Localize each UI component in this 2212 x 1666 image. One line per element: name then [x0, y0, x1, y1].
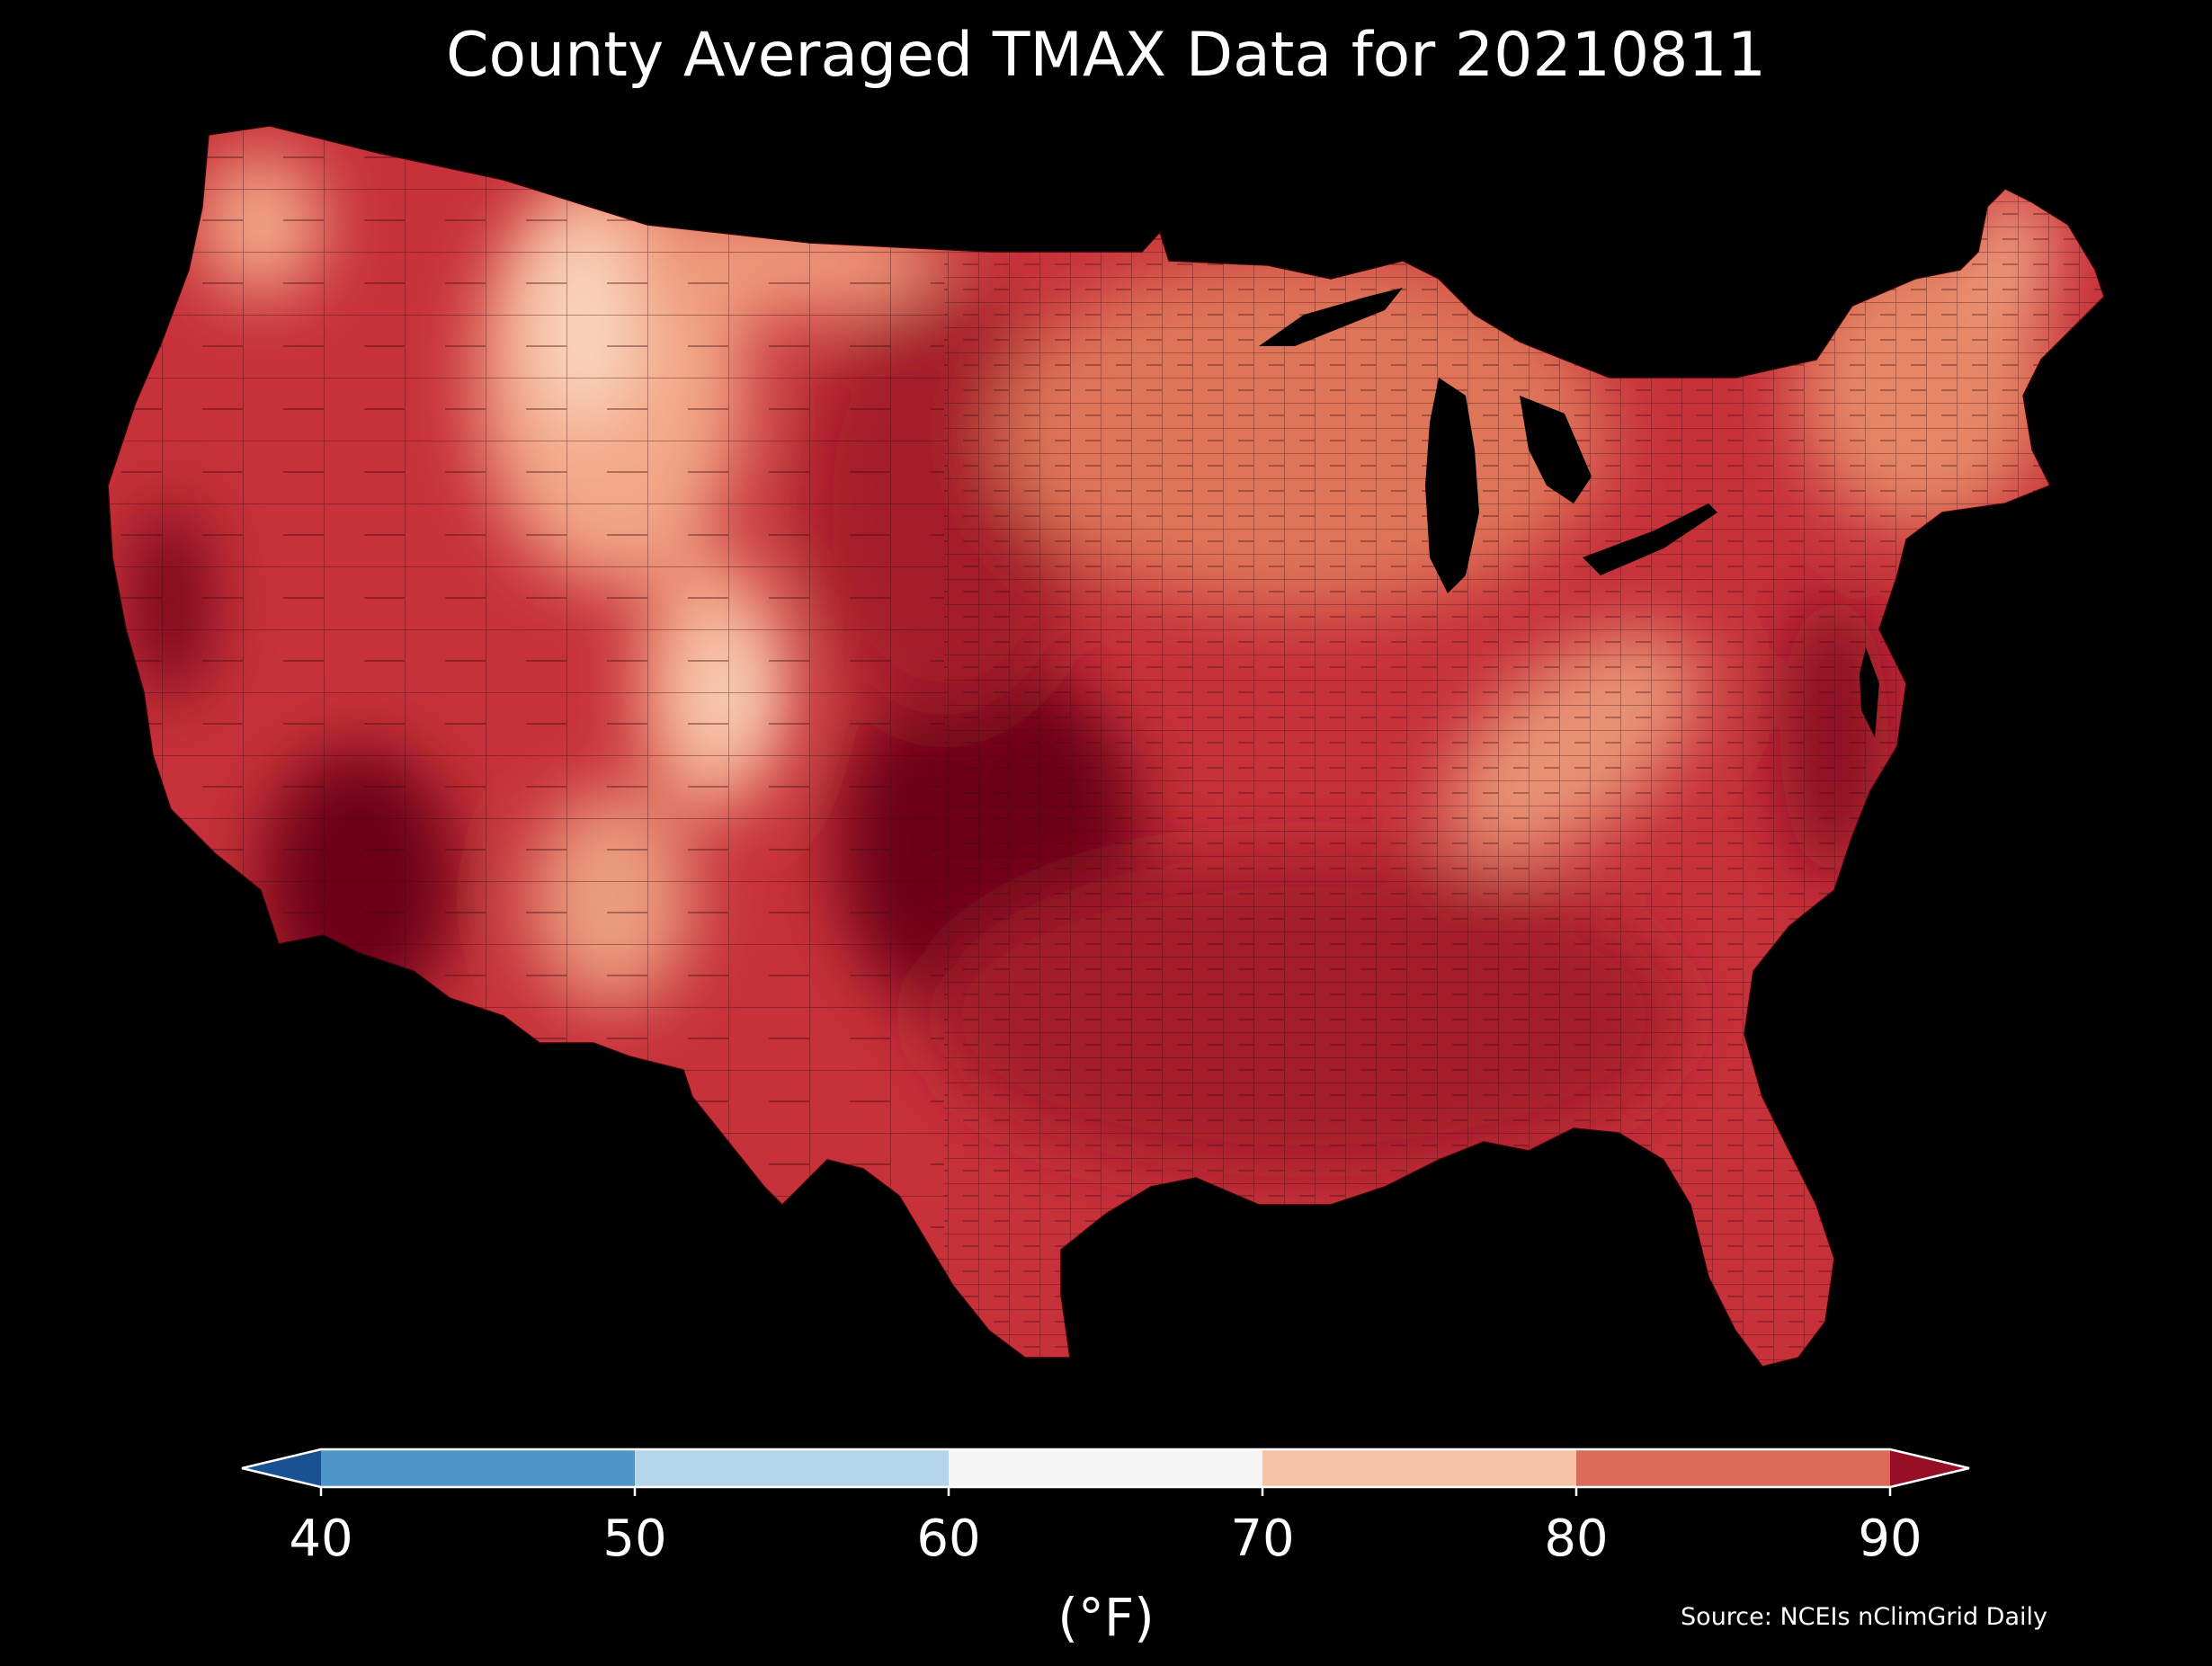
colorbar-bin — [1262, 1449, 1576, 1487]
map-title: County Averaged TMAX Data for 20210811 — [446, 20, 1766, 91]
colorbar-tick: 70 — [1230, 1510, 1295, 1568]
colorbar-bin — [635, 1449, 949, 1487]
lake-michigan — [1425, 378, 1479, 593]
chesapeake-bay — [1860, 647, 1879, 737]
colorbar-extend-high — [1890, 1449, 1969, 1487]
lake-superior — [1259, 288, 1403, 346]
colorbar-extend-low — [242, 1449, 321, 1487]
colorbar-tick: 80 — [1544, 1510, 1609, 1568]
colorbar-units: (°F) — [1057, 1587, 1155, 1648]
colorbar-tick: 50 — [602, 1510, 667, 1568]
colorbar-bin — [321, 1449, 635, 1487]
colorbar-tick: 90 — [1858, 1510, 1922, 1568]
lake-huron — [1520, 396, 1592, 503]
colorbar-bin — [949, 1449, 1262, 1487]
lake-erie — [1583, 503, 1717, 575]
colorbar-tick: 60 — [916, 1510, 981, 1568]
source-credit: Source: NCEIs nClimGrid Daily — [1681, 1603, 2047, 1631]
colorbar-tick: 40 — [289, 1510, 353, 1568]
colorbar-bin — [1576, 1449, 1890, 1487]
